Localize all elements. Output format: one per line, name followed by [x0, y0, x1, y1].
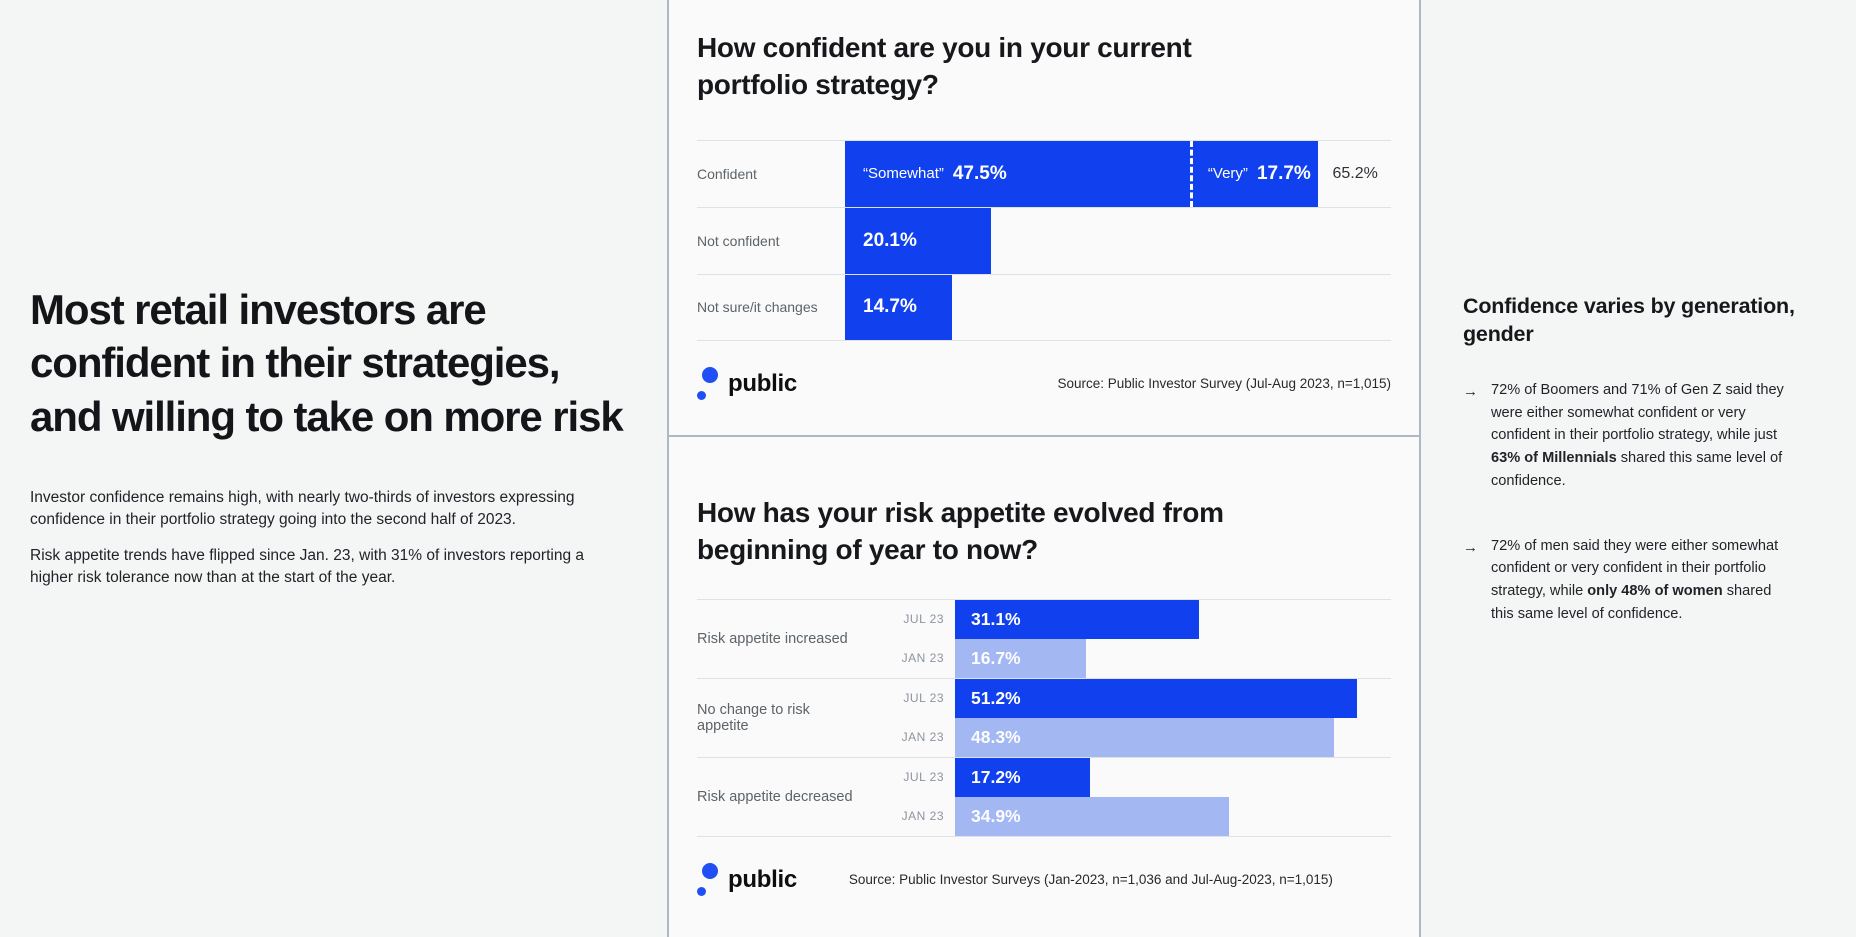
- period-label: JAN 23: [901, 730, 944, 745]
- takeaways-list: → 72% of Boomers and 71% of Gen Z said t…: [1463, 379, 1816, 626]
- card-footer: public Source: Public Investor Survey (J…: [697, 361, 1391, 407]
- public-wordmark: public: [728, 865, 797, 893]
- takeaways-panel: Confidence varies by generation, gender …: [1421, 0, 1856, 937]
- bar-zone: 31.1%: [955, 599, 1391, 639]
- segment-label: “Somewhat”: [863, 165, 944, 183]
- bar-row-jul: JUL 23 31.1%: [865, 599, 1391, 639]
- risk-appetite-chart-card: How has your risk appetite evolved from …: [669, 437, 1419, 903]
- bar-value: 51.2%: [971, 687, 1021, 708]
- period-label: JAN 23: [901, 809, 944, 824]
- risk-chart-title: How has your risk appetite evolved from …: [697, 497, 1224, 565]
- source-note: Source: Public Investor Survey (Jul-Aug …: [1057, 376, 1391, 392]
- bar-value: 31.1%: [971, 608, 1021, 629]
- public-logo-icon: [697, 862, 719, 897]
- takeaway-text-segment: 72% of men said they were either somewha…: [1491, 537, 1779, 600]
- public-logo: public: [697, 862, 797, 897]
- row-label: Not sure/it changes: [697, 299, 818, 316]
- takeaway-text-segment: shared this same level of confidence.: [1491, 450, 1783, 489]
- period-label: JUL 23: [903, 691, 944, 706]
- period-label: JAN 23: [901, 651, 944, 666]
- bar-value: 14.7%: [863, 296, 917, 318]
- bar-value: 34.9%: [971, 805, 1021, 826]
- takeaway-text: 72% of men said they were either somewha…: [1491, 535, 1793, 626]
- segment-value: 47.5%: [952, 162, 1007, 184]
- intro-paragraph-2: Risk appetite trends have flipped since …: [30, 546, 585, 587]
- bar-jul23: 17.2%: [955, 757, 1090, 797]
- chart-group-increased: Risk appetite increased JUL 23 31.1% JAN: [697, 598, 1391, 678]
- bar-total-value: 65.2%: [1332, 164, 1378, 182]
- chart-row-not-confident: Not confident 20.1%: [697, 206, 1391, 274]
- takeaway-text-bold: only 48% of women: [1587, 583, 1723, 600]
- takeaway-text: 72% of Boomers and 71% of Gen Z said the…: [1491, 379, 1793, 493]
- confidence-chart-card: How confident are you in your current po…: [669, 0, 1419, 437]
- takeaway-item-gender: → 72% of men said they were either somew…: [1463, 535, 1793, 626]
- group-label: Risk appetite decreased: [697, 788, 853, 805]
- bar-zone: 51.2%: [955, 678, 1391, 718]
- bar-row-jul: JUL 23 51.2%: [865, 678, 1391, 718]
- charts-column: How confident are you in your current po…: [667, 0, 1421, 937]
- logo-dot-large: [702, 366, 718, 383]
- bar-value: 17.2%: [971, 766, 1021, 787]
- takeaway-text-bold: 63% of Millennials: [1491, 450, 1617, 467]
- chart-row-confident: Confident “Somewhat” 47.5% “Very” 17.7% …: [697, 139, 1391, 207]
- takeaways-title: Confidence varies by generation, gender: [1463, 294, 1795, 346]
- period-label: JUL 23: [903, 612, 944, 627]
- intro-paragraph-1: Investor confidence remains high, with n…: [30, 488, 575, 529]
- period-label: JUL 23: [903, 770, 944, 785]
- bar-row-jan: JAN 23 34.9%: [865, 796, 1391, 836]
- group-bars: JUL 23 51.2% JAN 23 48.3%: [865, 678, 1391, 757]
- group-bars: JUL 23 31.1% JAN 23 16.7%: [865, 599, 1391, 678]
- risk-appetite-bar-chart: Risk appetite increased JUL 23 31.1% JAN: [697, 598, 1391, 837]
- chart-row-not-sure: Not sure/it changes 14.7%: [697, 273, 1391, 341]
- public-wordmark: public: [728, 369, 797, 397]
- bar-zone: “Somewhat” 47.5% “Very” 17.7% 65.2%: [845, 140, 1391, 207]
- bar-value: 48.3%: [971, 726, 1021, 747]
- bar-not-confident: 20.1%: [845, 207, 991, 274]
- arrow-right-icon: →: [1463, 382, 1478, 400]
- bar-zone: 16.7%: [955, 638, 1391, 678]
- group-label: No change to risk appetite: [697, 701, 810, 734]
- bar-jul23: 51.2%: [955, 678, 1357, 718]
- group-bars: JUL 23 17.2% JAN 23 34.9%: [865, 757, 1391, 836]
- public-logo-icon: [697, 366, 719, 401]
- bar-value: 16.7%: [971, 647, 1021, 668]
- bar-not-sure: 14.7%: [845, 274, 952, 340]
- card-footer: public Source: Public Investor Surveys (…: [697, 857, 1391, 903]
- bar-zone: 17.2%: [955, 757, 1391, 797]
- arrow-right-icon: →: [1463, 538, 1478, 556]
- confidence-bar-chart: Confident “Somewhat” 47.5% “Very” 17.7% …: [697, 139, 1391, 341]
- page-title: Most retail investors are confident in t…: [30, 286, 624, 440]
- chart-group-decreased: Risk appetite decreased JUL 23 17.2% JAN: [697, 756, 1391, 837]
- bar-zone: 20.1%: [845, 207, 1391, 274]
- bar-row-jan: JAN 23 16.7%: [865, 638, 1391, 678]
- takeaway-item-generation: → 72% of Boomers and 71% of Gen Z said t…: [1463, 379, 1793, 493]
- bar-zone: 48.3%: [955, 717, 1391, 757]
- confidence-chart-title: How confident are you in your current po…: [697, 32, 1192, 100]
- logo-dot-small: [697, 886, 706, 896]
- takeaway-text-segment: shared this same level of confidence.: [1491, 583, 1772, 622]
- chart-group-no-change: No change to risk appetite JUL 23 51.2%: [697, 677, 1391, 757]
- bar-jul23: 31.1%: [955, 599, 1200, 639]
- logo-dot-small: [697, 390, 706, 400]
- bar-jan23: 34.9%: [955, 796, 1229, 836]
- row-label: Confident: [697, 165, 757, 182]
- bar-jan23: 48.3%: [955, 717, 1335, 757]
- bar-zone: 34.9%: [955, 796, 1391, 836]
- segment-value: 17.7%: [1256, 162, 1311, 184]
- bar-value: 20.1%: [863, 229, 917, 251]
- row-label: Not confident: [697, 232, 780, 249]
- bar-row-jan: JAN 23 48.3%: [865, 717, 1391, 757]
- takeaway-text-segment: 72% of Boomers and 71% of Gen Z said the…: [1491, 381, 1784, 444]
- group-label: Risk appetite increased: [697, 630, 848, 647]
- segment-label: “Very”: [1207, 165, 1248, 183]
- public-logo: public: [697, 366, 797, 401]
- intro-panel: Most retail investors are confident in t…: [0, 0, 667, 937]
- logo-dot-large: [702, 862, 718, 879]
- bar-segment-very: “Very” 17.7%: [1189, 140, 1319, 207]
- bar-segment-somewhat: “Somewhat” 47.5%: [845, 140, 1190, 207]
- bar-jan23: 16.7%: [955, 638, 1087, 678]
- source-note: Source: Public Investor Surveys (Jan-202…: [848, 872, 1333, 888]
- bar-zone: 14.7%: [845, 274, 1391, 340]
- bar-row-jul: JUL 23 17.2%: [865, 757, 1391, 797]
